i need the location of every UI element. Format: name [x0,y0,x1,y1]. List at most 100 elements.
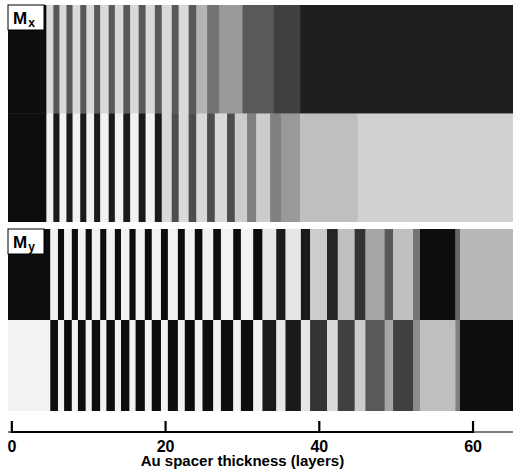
stripe [385,229,394,320]
stripe [285,229,301,320]
stripe [413,229,420,320]
stripe [178,229,185,320]
stripe [64,229,72,320]
stripe [300,114,358,223]
panel-0 [8,5,513,222]
stripe [196,114,207,223]
stripe [310,229,327,320]
stripe [59,114,66,223]
stripe [262,320,276,411]
stripe [327,229,338,320]
tick [318,421,320,433]
panel-1 [8,229,513,411]
stripe [221,229,234,320]
stripe [262,229,276,320]
stripe [145,229,152,320]
stripe [215,114,228,223]
stripe [46,114,53,223]
stripe [301,229,311,320]
stripe [92,229,101,320]
stripe [365,229,385,320]
panel-label-box [8,5,44,30]
stripe [106,229,115,320]
stripe [100,5,109,114]
stripe [92,320,101,411]
stripe [146,114,156,223]
stripe [168,229,178,320]
stripe [86,229,93,320]
stripe [207,5,220,114]
panel-label-box [8,229,44,254]
stripe [115,320,122,411]
stripe [242,5,273,114]
stripe [420,320,456,411]
stripe [168,320,178,411]
stripe [58,229,65,320]
panel-label-subscript: y [28,240,35,254]
stripe [130,114,139,223]
stripe [66,5,73,114]
stripe [106,320,115,411]
stripe [185,229,195,320]
tick [164,421,166,433]
stripe [86,320,93,411]
stripe [73,5,81,114]
stripe [185,320,195,411]
stripe [8,320,51,411]
stripe [152,229,162,320]
stripe [189,5,197,114]
stripe [301,320,311,411]
stripe [86,114,94,223]
stripe [195,320,203,411]
stripe [123,5,130,114]
stripe [161,320,168,411]
stripe [152,320,162,411]
stripe [109,114,116,223]
stripe [115,229,122,320]
stripe [72,229,79,320]
axis-range-line [8,432,513,433]
stripe [58,320,65,411]
stripe [162,5,172,114]
stripe [270,114,281,223]
stripe [115,5,124,114]
stripe [100,320,107,411]
stripe [130,5,139,114]
stripe [94,114,101,223]
stripe [46,5,53,114]
stripe [227,114,235,223]
stripe [100,114,109,223]
stripe [139,5,146,114]
stripe [338,320,355,411]
stripe [455,320,460,411]
stripe [393,320,413,411]
stripe [196,5,207,114]
stripe [241,229,254,320]
stripe [385,320,394,411]
stripe [213,229,221,320]
tick [11,421,13,433]
stripe [253,229,263,320]
stripe [53,5,60,114]
stripe [219,5,242,114]
stripe [50,229,58,320]
stripe [78,320,86,411]
stripe [172,5,179,114]
stripe [72,320,79,411]
stripe [338,229,355,320]
stripe [115,114,124,223]
stripe [66,114,73,223]
stripe [253,320,263,411]
stripe [276,320,286,411]
stripe [8,229,51,320]
stripe [155,5,162,114]
stripe [202,229,213,320]
stripe [285,320,301,411]
stripe [109,5,116,114]
stripe [355,229,366,320]
stripe [139,114,146,223]
stripe [365,320,385,411]
stripe [100,229,107,320]
stripe [281,114,301,223]
stripe [355,320,366,411]
